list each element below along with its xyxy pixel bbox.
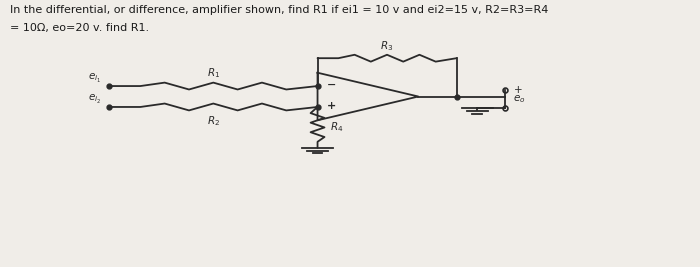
Text: $e_o$: $e_o$ <box>514 93 526 105</box>
Text: +: + <box>514 85 522 95</box>
Text: $e_{i_2}$: $e_{i_2}$ <box>88 93 101 106</box>
Text: −: − <box>328 80 337 90</box>
Text: = 10Ω, eo=20 v. find R1.: = 10Ω, eo=20 v. find R1. <box>10 23 149 33</box>
Text: In the differential, or difference, amplifier shown, find R1 if ei1 = 10 v and e: In the differential, or difference, ampl… <box>10 5 548 15</box>
Text: +: + <box>328 101 337 111</box>
Text: $R_2$: $R_2$ <box>206 114 220 128</box>
Text: $e_{i_1}$: $e_{i_1}$ <box>88 72 101 85</box>
Text: $R_4$: $R_4$ <box>330 120 344 134</box>
Text: $R_1$: $R_1$ <box>206 66 220 80</box>
Text: $R_3$: $R_3$ <box>380 40 393 53</box>
